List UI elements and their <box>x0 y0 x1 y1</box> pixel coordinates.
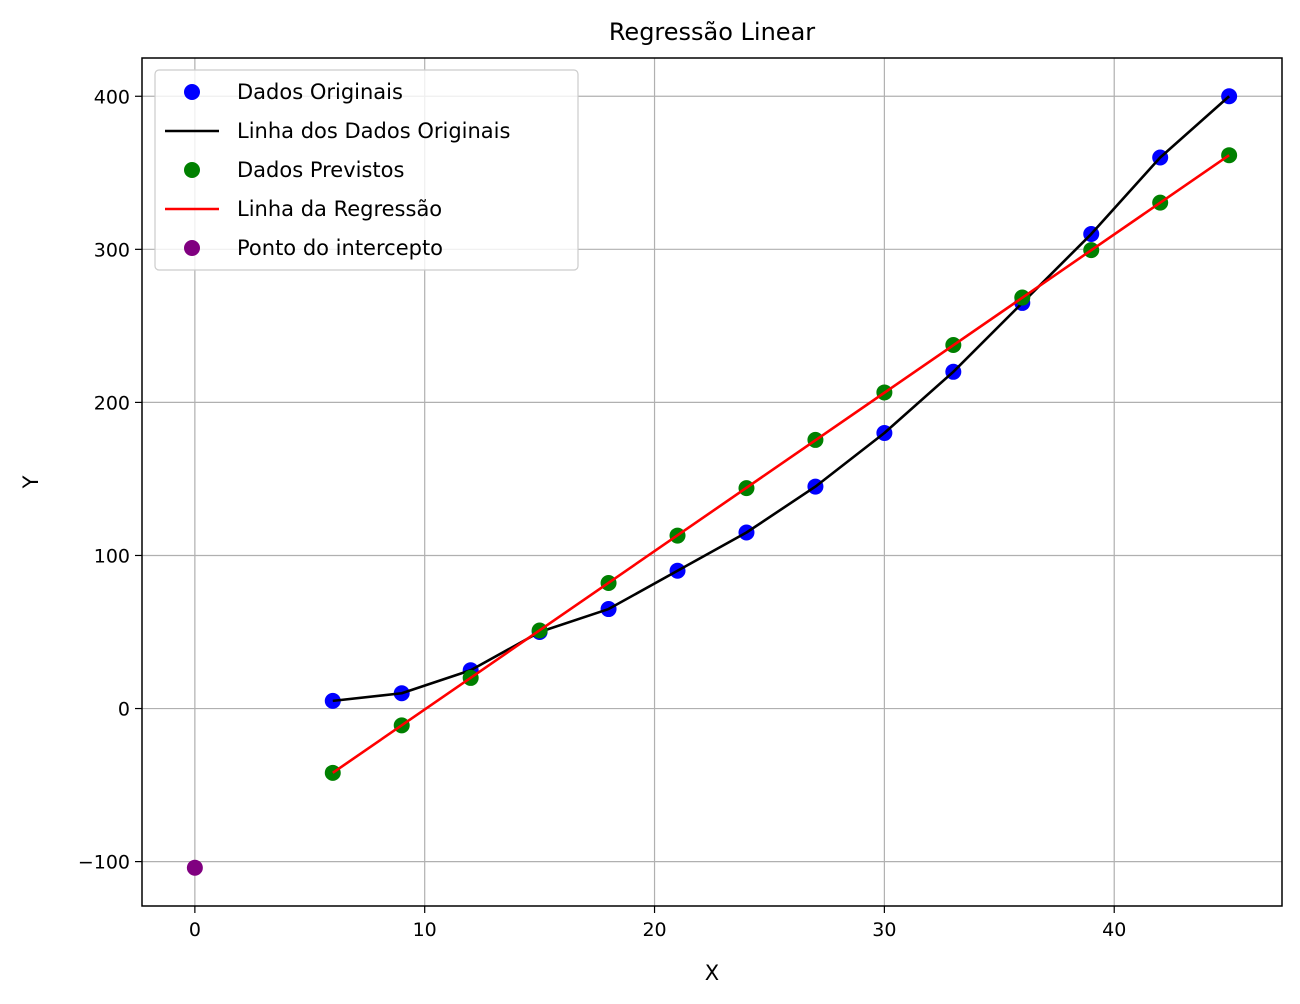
legend-box <box>154 69 579 271</box>
series-line <box>332 154 1230 774</box>
y-tick-label: −100 <box>78 852 130 874</box>
x-tick-label: 30 <box>872 919 896 941</box>
x-tick-label: 20 <box>642 919 666 941</box>
chart-title: Regressão Linear <box>609 18 815 46</box>
series-1 <box>332 95 1231 703</box>
y-tick-label: 100 <box>94 545 130 567</box>
series-3 <box>332 154 1230 774</box>
legend-label: Ponto do intercepto <box>237 236 443 260</box>
y-axis-title: Y <box>19 475 43 489</box>
legend-label: Dados Previstos <box>237 158 404 182</box>
x-axis-title: X <box>705 961 719 985</box>
x-tick-label: 40 <box>1102 919 1126 941</box>
axis-ticks: 0 10 20 30 40 −100 0 100 200 300 400 <box>78 86 1126 941</box>
x-tick-label: 0 <box>189 919 201 941</box>
legend-label: Dados Originais <box>237 80 403 104</box>
y-tick-label: 200 <box>94 392 130 414</box>
y-tick-label: 300 <box>94 239 130 261</box>
legend: Dados Originais Linha dos Dados Originais… <box>154 69 579 271</box>
y-tick-label: 400 <box>94 86 130 108</box>
series-line <box>332 95 1231 703</box>
plot-frame <box>141 57 1283 907</box>
data-point <box>186 859 203 876</box>
x-tick-label: 10 <box>413 919 437 941</box>
legend-label: Linha dos Dados Originais <box>237 119 510 143</box>
series-layer <box>186 88 1238 876</box>
y-tick-label: 0 <box>118 699 130 721</box>
legend-label: Linha da Regressão <box>237 197 442 221</box>
legend-marker-swatch <box>184 162 200 178</box>
legend-marker-swatch <box>184 240 200 256</box>
series-4 <box>186 859 203 876</box>
legend-marker-swatch <box>184 84 200 100</box>
